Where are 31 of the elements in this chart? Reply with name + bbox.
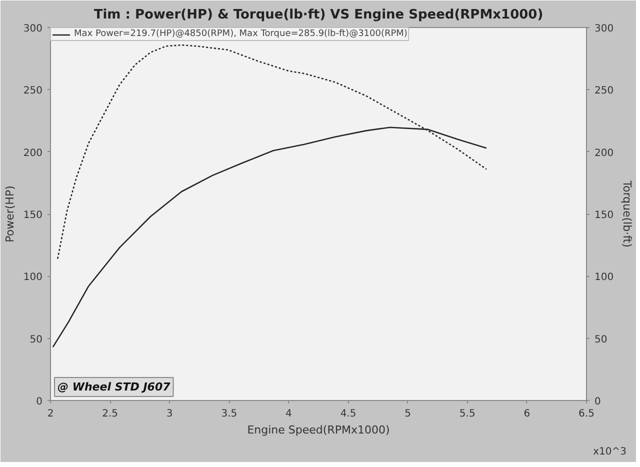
y-tick-label: 300 bbox=[23, 24, 43, 34]
text: x10^3 bbox=[593, 446, 627, 458]
y2-tick-label: 50 bbox=[594, 334, 608, 346]
x-tick-label: 4.5 bbox=[340, 408, 356, 420]
x-tick-label: 5 bbox=[404, 408, 412, 420]
legend-label: Max Power=219.7(HP)@4850(RPM), Max Torque=285.9(lb-ft)@3100(RPM) bbox=[74, 29, 408, 39]
x-tick-label: 6.5 bbox=[578, 408, 594, 420]
y2-tick-label: 150 bbox=[594, 210, 614, 221]
chart-title: Tim : Power(HP) & Torque(lb·ft) VS Engine Speed(RPMx1000) bbox=[94, 8, 544, 22]
annotation: @ Wheel STD J607 bbox=[58, 380, 171, 394]
y2-tick-label: 200 bbox=[594, 148, 614, 159]
x-tick-label: 4 bbox=[286, 408, 292, 420]
y-axis-title: Power(HP) bbox=[3, 186, 16, 242]
y-tick-label: 100 bbox=[23, 272, 43, 284]
y-tick-label: 200 bbox=[23, 148, 43, 159]
x-tick-label: 2.5 bbox=[102, 408, 118, 420]
x-tick-label: 3 bbox=[166, 408, 173, 420]
y-tick-label: 50 bbox=[30, 334, 43, 346]
x-tick-label: 2 bbox=[47, 408, 54, 420]
x-axis-title: Engine Speed(RPMx1000) bbox=[247, 424, 390, 436]
y2-tick-label: 250 bbox=[594, 86, 614, 97]
x-tick-label: 3.5 bbox=[221, 408, 238, 420]
y2-tick-label: 0 bbox=[594, 396, 601, 408]
y2-tick-label: 100 bbox=[594, 272, 614, 284]
x-tick-label: 6 bbox=[524, 408, 530, 420]
y2-tick-label: 300 bbox=[594, 24, 614, 34]
y2-axis-title: Torque(lb·ft) bbox=[620, 180, 634, 248]
x-tick-label: 5.5 bbox=[459, 408, 476, 420]
y-tick-label: 150 bbox=[23, 210, 43, 221]
y-tick-label: 0 bbox=[36, 396, 43, 408]
y-tick-label: 250 bbox=[23, 86, 43, 97]
